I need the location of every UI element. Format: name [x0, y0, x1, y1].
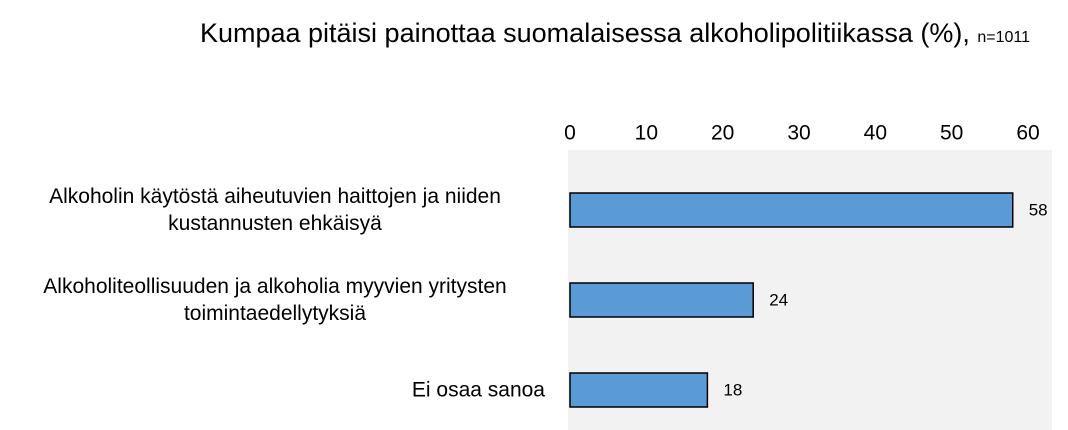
- x-tick-label: 40: [864, 122, 887, 145]
- x-tick-label: 10: [635, 122, 658, 145]
- chart-title-block: Kumpaa pitäisi painottaa suomalaisessa a…: [195, 14, 1035, 57]
- x-tick-label: 50: [940, 122, 963, 145]
- category-label: Ei osaa sanoa: [411, 378, 545, 402]
- value-label: 58: [1029, 200, 1048, 219]
- x-tick-label: 20: [711, 122, 734, 145]
- value-label: 18: [723, 380, 742, 399]
- bar: [569, 192, 1014, 228]
- value-label: 24: [769, 290, 788, 309]
- category-label: Alkoholiteollisuuden ja alkoholia myyvie…: [43, 275, 507, 325]
- bar: [569, 282, 754, 318]
- chart-subtitle: n=1011: [977, 29, 1031, 46]
- chart-title: Kumpaa pitäisi painottaa suomalaisessa a…: [199, 18, 970, 48]
- x-tick-label: 0: [564, 122, 576, 145]
- x-tick-label: 60: [1016, 122, 1039, 145]
- x-tick-label: 30: [787, 122, 810, 145]
- category-label: Alkoholin käytöstä aiheutuvien haittojen…: [49, 185, 501, 235]
- bar: [569, 372, 709, 408]
